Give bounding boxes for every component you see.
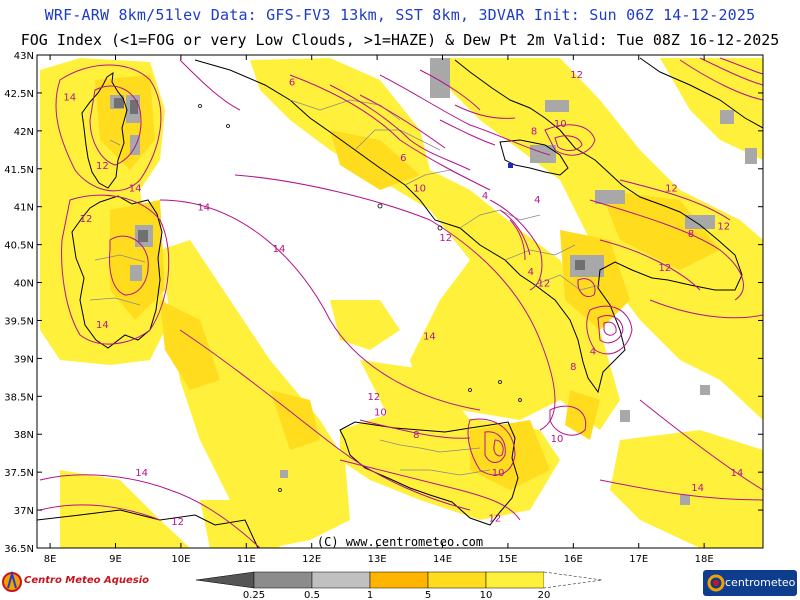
lat-label: 39.5N bbox=[4, 316, 34, 327]
contour-label: 14 bbox=[730, 468, 743, 479]
contour-label: 8 bbox=[570, 362, 576, 373]
contour-labels: 14 12 14 12 14 14 14 6 6 10 4 12 4 12 10 8 12 12 8 12 4 12 4 8 1… bbox=[63, 70, 743, 528]
coastline-corsica bbox=[81, 71, 128, 189]
contour-label: 12 bbox=[538, 278, 551, 289]
lon-label: 18E bbox=[695, 554, 714, 565]
contour-label: 14 bbox=[197, 202, 210, 213]
coastline-sardinia bbox=[71, 195, 163, 349]
contour-label: 12 bbox=[665, 184, 678, 195]
contour-label: 6 bbox=[400, 153, 406, 164]
lat-label: 42N bbox=[14, 127, 34, 138]
lon-label: 10E bbox=[171, 554, 190, 565]
lat-label: 41N bbox=[14, 203, 34, 214]
station-marker bbox=[508, 163, 513, 168]
copyright-text: (C) www.centrometeo.com bbox=[317, 535, 483, 549]
contour-label: 10 bbox=[492, 468, 505, 479]
lat-label: 37N bbox=[14, 506, 34, 517]
lat-label: 39N bbox=[14, 354, 34, 365]
colorbar-label: 0.5 bbox=[304, 590, 320, 600]
lon-label: 11E bbox=[237, 554, 256, 565]
contour-label: 12 bbox=[659, 263, 672, 274]
contour-label: 12 bbox=[367, 392, 380, 403]
longitude-axis: 8E 9E 10E 11E 12E 13E 14E 15E 16E 17E 18E bbox=[44, 55, 714, 565]
colorbar-open-end bbox=[543, 571, 603, 589]
contour-label: 12 bbox=[171, 517, 184, 528]
lon-label: 14E bbox=[433, 554, 452, 565]
contour-label: 14 bbox=[63, 93, 76, 104]
contour-label: 8 bbox=[531, 127, 537, 138]
contour-label: 10 bbox=[413, 184, 426, 195]
coastline-balkans bbox=[639, 57, 763, 129]
colorbar-segment bbox=[311, 571, 371, 589]
contour-label: 10 bbox=[554, 119, 567, 130]
colorbar-segment bbox=[427, 571, 487, 589]
contour-label: 14 bbox=[96, 320, 109, 331]
lat-label: 42.5N bbox=[4, 89, 34, 100]
lat-label: 37.5N bbox=[4, 468, 34, 479]
colorbar-label: 0.25 bbox=[243, 590, 265, 600]
contour-label: 12 bbox=[717, 221, 730, 232]
coastline-sicily bbox=[339, 421, 519, 526]
lat-label: 38.5N bbox=[4, 392, 34, 403]
logo-centrometeo: centrometeo bbox=[703, 570, 797, 596]
contour-label: 12 bbox=[80, 214, 93, 225]
contour-label: 14 bbox=[273, 244, 286, 255]
contour-label: 8 bbox=[413, 430, 419, 441]
aquesio-logo-icon bbox=[2, 570, 22, 592]
centrometeo-logo-text: centrometeo bbox=[725, 576, 796, 589]
colorbar-segment bbox=[253, 571, 313, 589]
colorbar-segment bbox=[195, 571, 255, 589]
map-area: 14 12 14 12 14 14 14 6 6 10 4 12 4 12 10 8 12 12 8 12 4 12 4 8 1… bbox=[37, 55, 763, 548]
lat-label: 38N bbox=[14, 430, 34, 441]
contour-label: 12 bbox=[96, 161, 109, 172]
contour-label: 14 bbox=[423, 331, 436, 342]
contour-label: 12 bbox=[570, 70, 583, 81]
latitude-axis: 43N 42.5N 42N 41.5N 41N 40.5N 40N 39.5N 39N 38.5N… bbox=[4, 51, 763, 555]
logo-centro-meteo-aquesio: Centro Meteo Aquesio bbox=[2, 568, 149, 596]
colorbar-segment bbox=[485, 571, 545, 589]
coastline-italy bbox=[194, 59, 743, 394]
colorbar: 0.25 0.5 1 5 10 20 bbox=[195, 571, 603, 600]
header-model-info: WRF-ARW 8km/51lev Data: GFS-FV3 13km, SS… bbox=[44, 6, 756, 24]
contour-label: 14 bbox=[129, 184, 142, 195]
lon-label: 15E bbox=[498, 554, 517, 565]
colorbar-segment bbox=[369, 571, 429, 589]
contour-label: 4 bbox=[528, 267, 534, 278]
contour-label: 10 bbox=[374, 407, 387, 418]
lon-label: 13E bbox=[368, 554, 387, 565]
lon-label: 17E bbox=[629, 554, 648, 565]
contour-label: 12 bbox=[439, 233, 452, 244]
contour-label: 12 bbox=[488, 513, 501, 524]
contour-label: 4 bbox=[590, 347, 596, 358]
lon-label: 16E bbox=[564, 554, 583, 565]
lat-label: 40N bbox=[14, 279, 34, 290]
contour-label: 14 bbox=[691, 483, 704, 494]
lat-label: 40.5N bbox=[4, 241, 34, 252]
centrometeo-logo-icon bbox=[707, 574, 725, 592]
contour-label: 6 bbox=[289, 77, 295, 88]
contour-label: 4 bbox=[534, 195, 540, 206]
contour-label: 10 bbox=[551, 434, 564, 445]
coastline-tunisia bbox=[37, 509, 259, 548]
colorbar-label: 10 bbox=[480, 590, 493, 600]
fog-dark-layer bbox=[114, 98, 585, 270]
island-dots bbox=[198, 104, 522, 492]
colorbar-label: 20 bbox=[538, 590, 551, 600]
aquesio-logo-text: Centro Meteo Aquesio bbox=[24, 575, 149, 586]
map-frame bbox=[36, 54, 764, 549]
lat-label: 41.5N bbox=[4, 165, 34, 176]
colorbar-label: 5 bbox=[425, 590, 431, 600]
lon-label: 9E bbox=[109, 554, 122, 565]
lon-label: 8E bbox=[44, 554, 57, 565]
lat-label: 43N bbox=[14, 51, 34, 62]
contour-label: 4 bbox=[482, 191, 488, 202]
dewpoint-contours bbox=[39, 57, 763, 548]
lat-label: 36.5N bbox=[4, 544, 34, 555]
lon-label: 12E bbox=[302, 554, 321, 565]
contour-label: 8 bbox=[688, 229, 694, 240]
contour-label: 14 bbox=[135, 468, 148, 479]
colorbar-label: 1 bbox=[367, 590, 373, 600]
header-field-info: FOG Index (<1=FOG or very Low Clouds, >1… bbox=[20, 31, 780, 49]
